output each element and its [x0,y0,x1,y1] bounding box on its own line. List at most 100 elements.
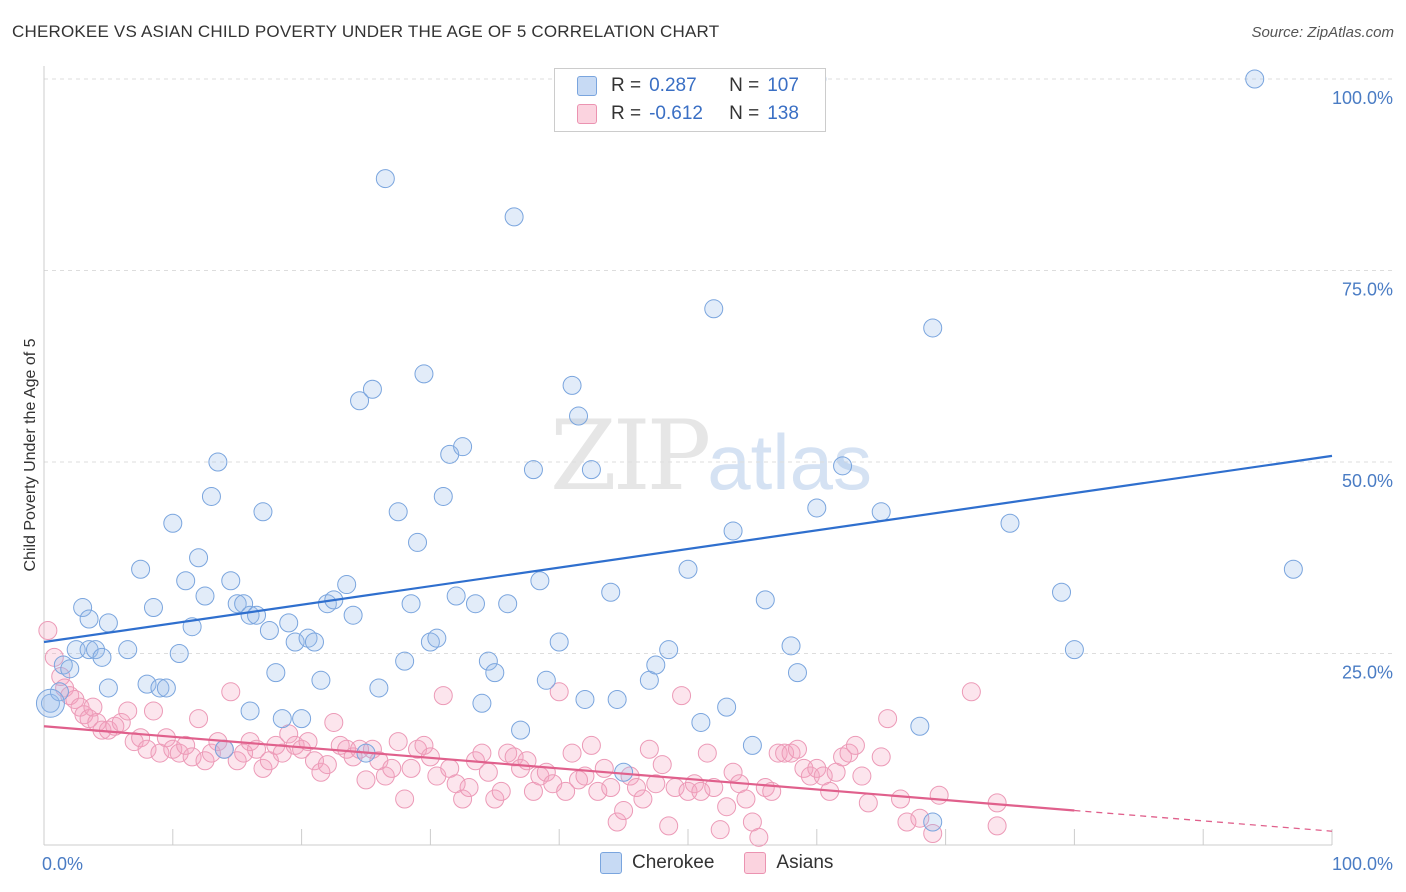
asians-point [201,743,221,763]
cherokee-point [304,632,324,652]
asians-point [472,743,492,763]
asians-point [221,682,241,702]
x-tick-label: 0.0% [42,854,83,874]
legend-item-cherokee[interactable]: Cherokee [600,852,714,874]
asians-point [897,812,917,832]
asians-point [83,697,103,717]
cherokee-point [704,299,724,319]
cherokee-point [581,460,601,480]
cherokee-point [156,678,176,698]
asians-point [562,743,582,763]
asians-point [382,758,402,778]
asians-point [111,712,131,732]
asians-point [633,789,653,809]
asians-point [614,801,634,821]
legend-r-label: R = [611,103,642,124]
asians-point [311,762,331,782]
cherokee-point [86,640,106,660]
asians-point [807,758,827,778]
y-tick-label: 100.0% [1332,88,1393,108]
asians-point [845,735,865,755]
asians-point [646,774,666,794]
cherokee-point [1000,513,1020,533]
asians-point [871,747,891,767]
cherokee-point [414,364,434,384]
cherokee-point [253,502,273,522]
asians-point [195,751,215,771]
cherokee-point [292,709,312,729]
cherokee-point [833,456,853,476]
asians-point [414,735,434,755]
cherokee-point [266,663,286,683]
legend-item-asians[interactable]: Asians [744,852,833,874]
asians-point [478,762,498,782]
asians-point [678,781,698,801]
asians-point [395,789,415,809]
cherokee-point [221,571,241,591]
legend-r-value: -0.612 [649,103,703,124]
asians-point [704,778,724,798]
asians-trend-extension [1074,809,1333,832]
asians-point [672,686,692,706]
legend-n-value: 138 [767,103,799,124]
cherokee-point [1052,582,1072,602]
asians-point [453,789,473,809]
asians-point [298,732,318,752]
cherokee-point [569,406,589,426]
legend-swatch-cherokee [577,76,597,96]
cherokee-point [433,486,453,506]
cherokee-point [350,391,370,411]
source-label: Source: ZipAtlas.com [1251,24,1394,41]
cherokee-point [227,594,247,614]
asians-point [118,701,138,721]
cherokee-point [169,644,189,663]
cherokee-point [427,628,447,648]
cherokee-point [485,663,505,683]
trend-lines [43,454,1333,832]
cherokee-point [536,670,556,690]
asians-point [491,781,511,801]
cherokee-point [66,640,86,660]
cherokee-point [401,594,421,614]
asians-point [987,816,1007,836]
cherokee-point [92,647,112,667]
legend-swatch-cherokee [600,852,622,874]
legend-r-value: 0.287 [649,75,697,96]
cherokee-point [150,678,170,698]
cherokee-point [511,720,531,740]
grid-lines [44,78,1392,654]
cherokee-point [137,674,157,694]
asians-point [182,747,202,767]
legend-row-asians: R = -0.612 N = 138 [577,101,833,127]
y-tick-label: 50.0% [1342,471,1393,491]
asians-point [659,816,679,836]
cherokee-point [807,498,827,518]
cherokee-point [369,678,389,698]
cherokee-point [723,521,743,541]
cherokee-point [189,548,209,568]
cherokee-point [311,670,331,690]
asians-point [697,743,717,763]
asians-point [143,701,163,721]
asians-trend-line [43,725,1075,812]
cherokee-point [478,651,498,671]
asians-point [710,820,730,840]
asians-point [388,732,408,752]
cherokee-point [131,559,151,579]
cherokee-point [659,640,679,660]
cherokee-point [717,697,737,717]
asians-point [292,739,312,759]
cherokee-point [98,613,118,633]
cherokee-point [272,709,292,729]
asians-point [549,682,569,702]
cherokee-point [691,712,711,732]
asians-point [601,778,621,798]
cherokee-point [678,559,698,579]
asians-point [253,758,273,778]
cherokee-trend-line [43,454,1333,644]
cherokee-point [781,636,801,656]
cherokee-point [388,502,408,522]
cherokee-point [446,586,466,606]
asians-point [717,797,737,817]
